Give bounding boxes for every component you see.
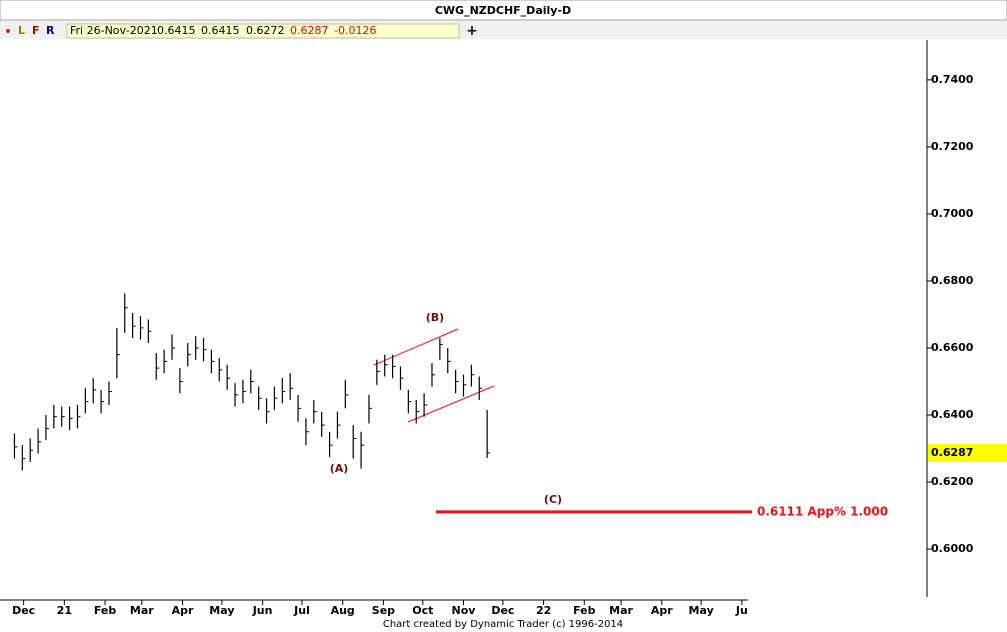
status-dot [6,29,10,33]
x-tick-label: Aug [331,604,355,617]
x-tick-label: Dec [491,604,514,617]
x-tick-label: Apr [651,604,673,617]
footer: Chart created by Dynamic Trader (c) 1996… [383,619,623,630]
x-tick-label: Sep [372,604,395,617]
toolbar-button[interactable]: R [46,24,55,37]
info-high: 0.6415 [201,24,240,37]
x-tick-label: Oct [412,604,433,617]
toolbar-button[interactable]: L [18,24,25,37]
y-tick-label: 0.6600 [931,341,974,354]
info-date: Fri 26-Nov-2021 [70,24,158,37]
y-tick-label: 0.6000 [931,542,974,555]
last-price-label: 0.6287 [931,446,973,459]
toolbar-button[interactable]: F [32,24,40,37]
chart-title: CWG_NZDCHF_Daily-D [435,4,571,17]
info-close: 0.6287 [290,24,329,37]
x-tick-label: Mar [609,604,633,617]
x-tick-label: May [209,604,234,617]
y-tick-label: 0.7000 [931,207,974,220]
x-tick-label: Jul [293,604,310,617]
info-low: 0.6272 [246,24,285,37]
x-tick-label: Apr [172,604,194,617]
wave-label: (A) [330,462,349,475]
x-tick-label: Mar [130,604,154,617]
add-button[interactable]: + [466,23,478,39]
x-tick-label: 21 [57,604,72,617]
y-tick-label: 0.6800 [931,274,974,287]
y-tick-label: 0.7400 [931,73,974,86]
x-tick-label: Dec [12,604,35,617]
y-tick-label: 0.7200 [931,140,974,153]
target-label: 0.6111 App% 1.000 [757,504,888,518]
x-tick-label: Feb [573,604,596,617]
info-box [66,23,460,39]
x-tick-label: Jun [252,604,273,617]
x-tick-label: Feb [94,604,117,617]
x-tick-label: 22 [536,604,551,617]
wave-label: (C) [544,493,562,506]
channel-line [373,328,459,366]
x-tick-label: May [689,604,714,617]
info-change: -0.0126 [334,24,376,37]
last-price-box [928,443,1007,462]
y-tick-label: 0.6200 [931,475,974,488]
title-bar [0,0,1007,21]
y-tick-label: 0.6400 [931,408,974,421]
x-tick-label: Ju [735,604,748,617]
x-tick-label: Nov [452,604,477,617]
info-open: 0.6415 [157,24,196,37]
wave-label: (B) [426,311,444,324]
